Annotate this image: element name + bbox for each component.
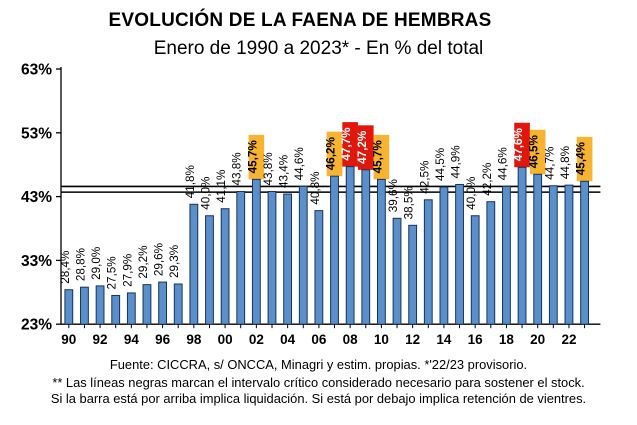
svg-text:39,6%: 39,6% xyxy=(387,179,400,212)
svg-text:96: 96 xyxy=(155,332,171,347)
svg-text:47,7%: 47,7% xyxy=(340,127,353,161)
svg-text:43%: 43% xyxy=(21,189,52,206)
svg-text:43,8%: 43,8% xyxy=(262,152,275,185)
svg-text:22: 22 xyxy=(561,332,576,347)
svg-text:44,6%: 44,6% xyxy=(293,147,306,180)
svg-text:28,8%: 28,8% xyxy=(74,248,87,281)
svg-text:42,2%: 42,2% xyxy=(481,163,494,196)
svg-text:16: 16 xyxy=(468,332,484,347)
svg-text:20: 20 xyxy=(530,332,545,347)
svg-text:40,8%: 40,8% xyxy=(309,171,322,204)
svg-text:40,0%: 40,0% xyxy=(199,177,212,210)
svg-text:28,4%: 28,4% xyxy=(59,251,72,284)
svg-text:29,6%: 29,6% xyxy=(153,243,166,276)
svg-text:46,2%: 46,2% xyxy=(325,136,338,170)
svg-text:43,4%: 43,4% xyxy=(278,155,291,188)
svg-text:29,0%: 29,0% xyxy=(90,247,103,280)
svg-text:47,6%: 47,6% xyxy=(512,128,525,162)
svg-text:98: 98 xyxy=(186,332,202,347)
svg-text:29,3%: 29,3% xyxy=(168,245,181,278)
svg-text:43,8%: 43,8% xyxy=(231,152,244,185)
svg-text:92: 92 xyxy=(93,332,108,347)
svg-text:40,0%: 40,0% xyxy=(465,177,478,210)
svg-text:44,8%: 44,8% xyxy=(559,146,572,179)
svg-text:08: 08 xyxy=(343,332,359,347)
svg-text:46,5%: 46,5% xyxy=(528,135,541,169)
svg-text:44,9%: 44,9% xyxy=(450,145,463,178)
svg-text:06: 06 xyxy=(311,332,327,347)
svg-text:12: 12 xyxy=(405,332,420,347)
svg-text:45,4%: 45,4% xyxy=(575,142,588,176)
svg-text:90: 90 xyxy=(61,332,76,347)
svg-text:27,5%: 27,5% xyxy=(106,256,119,289)
svg-text:23%: 23% xyxy=(21,317,52,334)
svg-text:18: 18 xyxy=(499,332,515,347)
svg-text:00: 00 xyxy=(218,332,233,347)
svg-text:33%: 33% xyxy=(21,253,52,270)
svg-text:41,8%: 41,8% xyxy=(184,165,197,198)
svg-text:45,7%: 45,7% xyxy=(371,140,384,174)
svg-text:53%: 53% xyxy=(21,125,52,142)
svg-text:29,2%: 29,2% xyxy=(137,245,150,278)
svg-text:63%: 63% xyxy=(21,62,52,79)
svg-text:02: 02 xyxy=(249,332,264,347)
svg-text:45,7%: 45,7% xyxy=(246,140,259,174)
svg-text:27,9%: 27,9% xyxy=(121,254,134,287)
svg-text:44,6%: 44,6% xyxy=(496,147,509,180)
svg-text:14: 14 xyxy=(436,332,452,347)
svg-text:41,1%: 41,1% xyxy=(215,170,228,203)
svg-text:42,5%: 42,5% xyxy=(418,161,431,194)
svg-text:94: 94 xyxy=(124,332,140,347)
svg-text:38,5%: 38,5% xyxy=(403,186,416,219)
svg-text:47,2%: 47,2% xyxy=(356,130,369,164)
svg-text:44,5%: 44,5% xyxy=(434,148,447,181)
svg-text:04: 04 xyxy=(280,332,296,347)
svg-text:44,7%: 44,7% xyxy=(543,147,556,180)
svg-text:10: 10 xyxy=(374,332,389,347)
